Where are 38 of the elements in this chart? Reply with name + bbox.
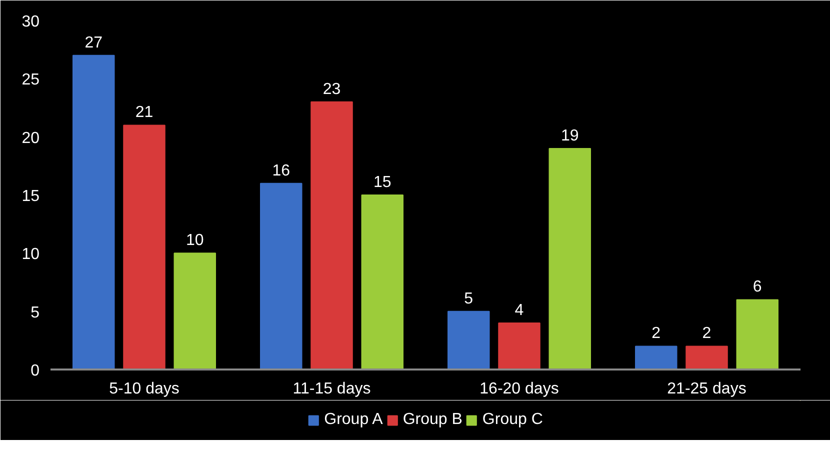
bar	[361, 194, 404, 370]
bar	[736, 299, 778, 370]
data-label: 2	[702, 325, 712, 342]
x-tick-label: 16-20 days	[480, 380, 559, 398]
bar	[72, 54, 115, 370]
bar	[310, 101, 353, 370]
y-tick-label: 30	[22, 14, 40, 30]
data-label: 4	[514, 302, 524, 319]
y-tick-label: 15	[22, 188, 40, 205]
y-tick-label: 0	[30, 362, 40, 380]
y-tick-label: 5	[30, 304, 40, 322]
data-label: 16	[272, 162, 290, 180]
data-label: 21	[135, 104, 154, 122]
y-tick-label: 20	[22, 130, 40, 147]
x-tick-label: 5-10 days	[109, 380, 180, 398]
data-label: 19	[560, 127, 579, 144]
data-label: 5	[464, 290, 474, 308]
data-label: 27	[84, 34, 103, 52]
data-label: 23	[322, 80, 341, 98]
bar	[498, 322, 540, 370]
y-tick-label: 25	[22, 72, 40, 89]
bar	[548, 148, 591, 370]
bar	[686, 346, 728, 370]
legend-label: Group A	[324, 411, 383, 429]
data-label: 10	[186, 232, 204, 250]
legend-label: Group C	[482, 411, 543, 429]
x-tick-label: 21-25 days	[667, 380, 746, 398]
data-label: 6	[752, 278, 762, 296]
x-tick-label: 11-15 days	[292, 380, 371, 398]
bar	[635, 346, 678, 370]
legend-label: Group B	[402, 411, 462, 429]
bar	[174, 252, 216, 370]
data-label: 2	[652, 325, 661, 342]
data-label: 15	[373, 174, 392, 191]
bar	[123, 124, 166, 370]
bar	[260, 182, 302, 370]
bar	[448, 310, 490, 370]
y-tick-label: 10	[22, 246, 40, 264]
